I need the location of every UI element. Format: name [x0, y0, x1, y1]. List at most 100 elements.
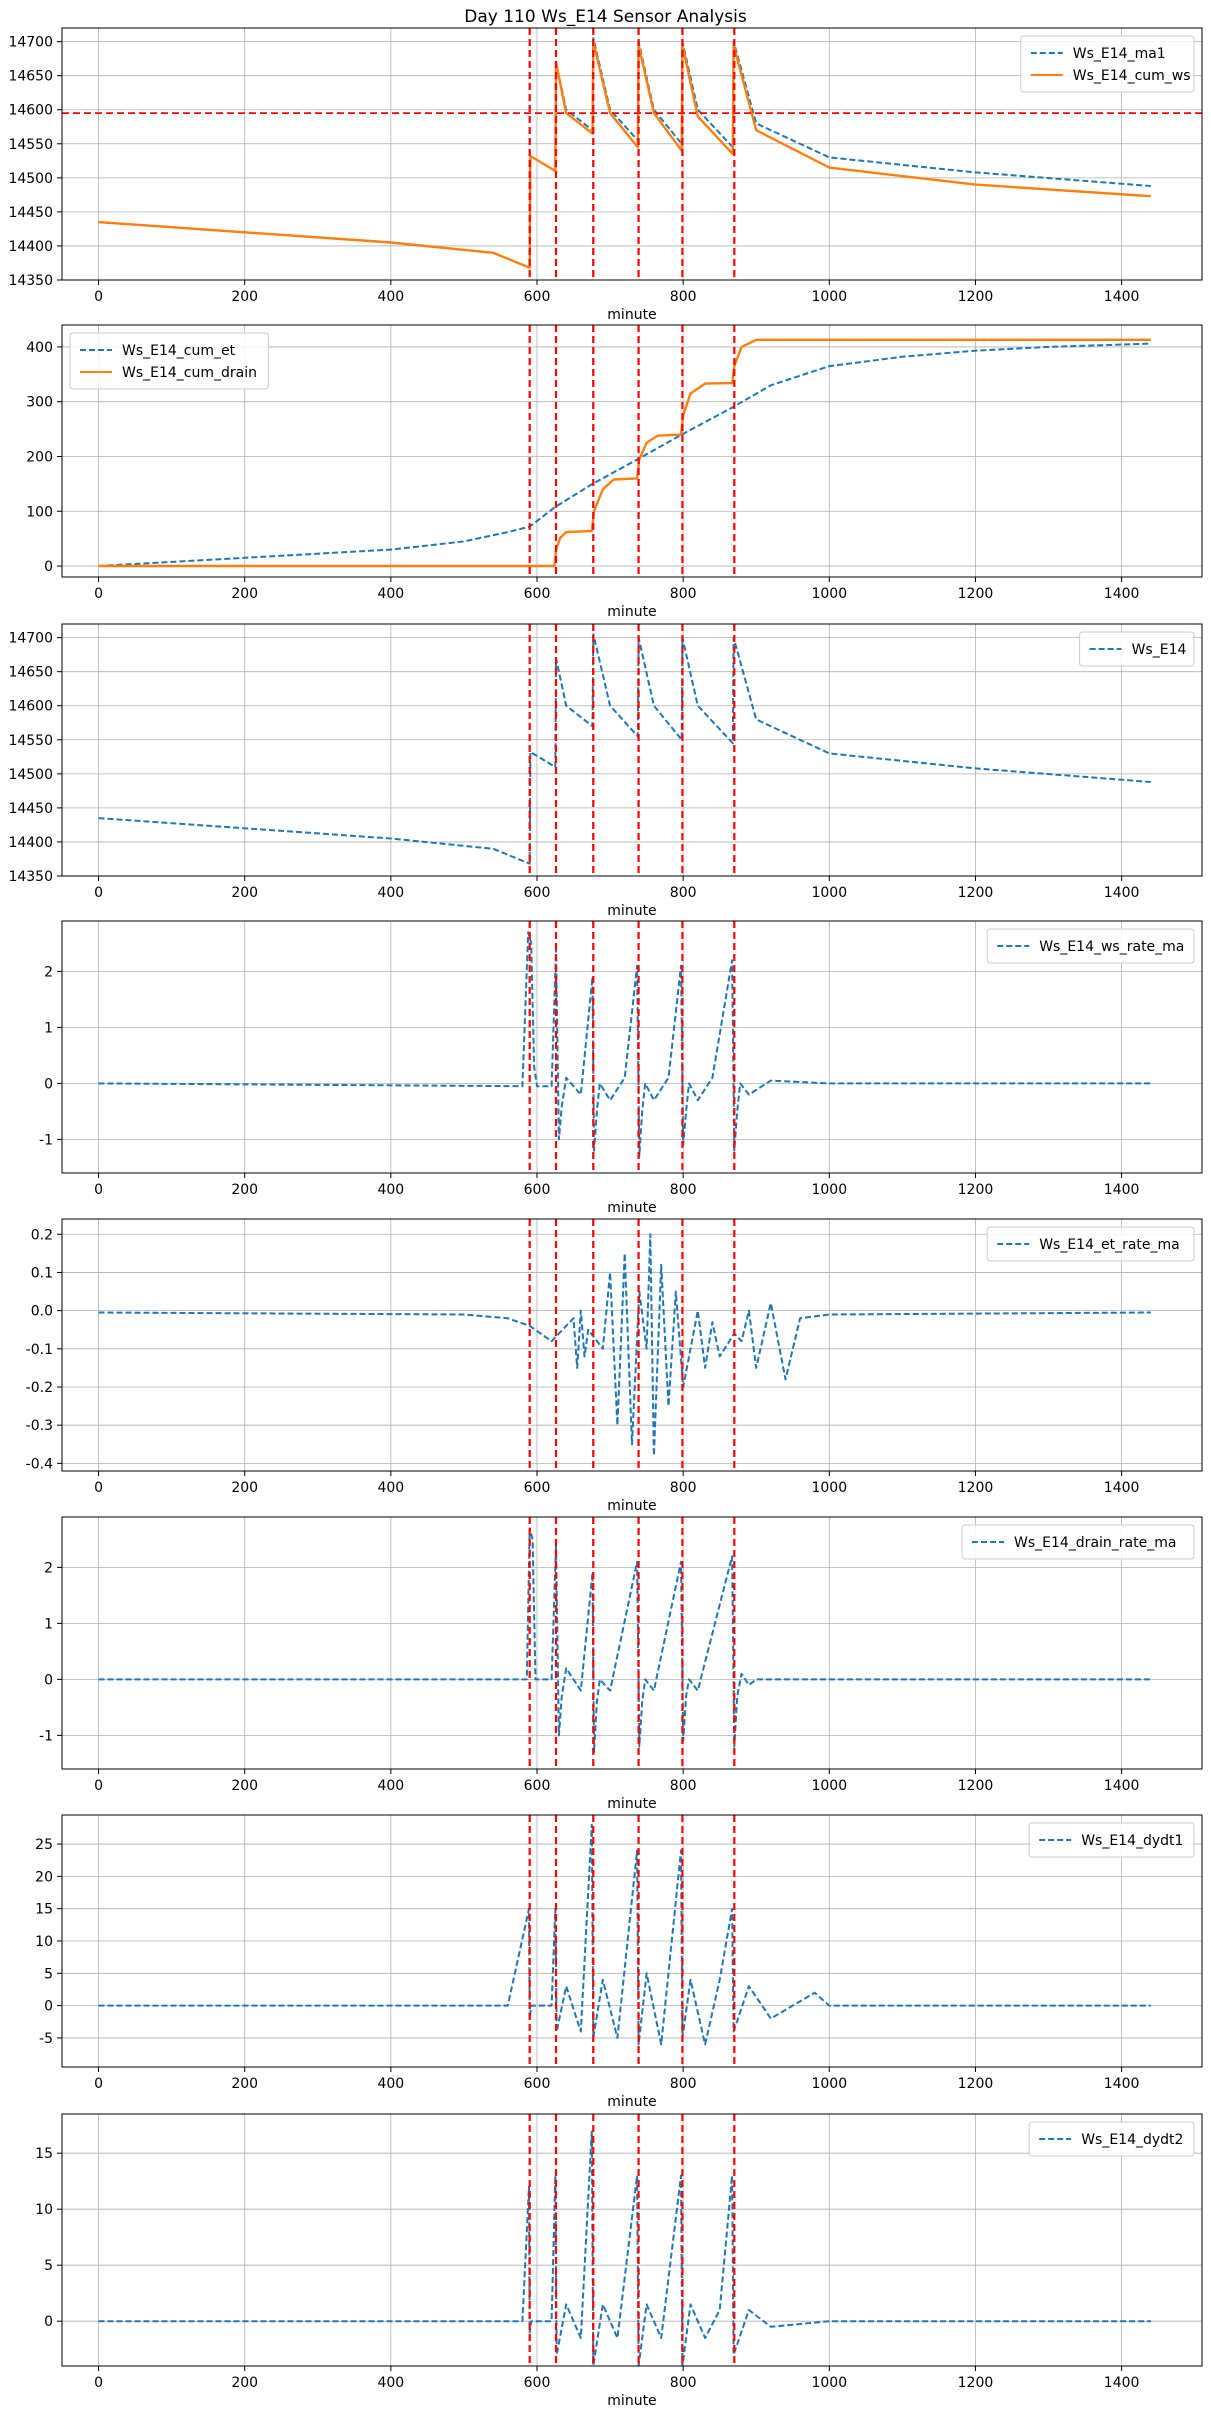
legend-label: Ws_E14_cum_ws — [1073, 68, 1191, 84]
x-tick-label: 1200 — [958, 885, 994, 901]
plot-area — [98, 1815, 1151, 2067]
x-tick-label: 1400 — [1104, 2375, 1140, 2391]
y-tick-label: 5 — [44, 1966, 53, 1982]
legend: Ws_E14_dydt2 — [1028, 2121, 1195, 2157]
x-tick-label: 1000 — [811, 1778, 847, 1794]
y-tick-label: 10 — [35, 2202, 53, 2218]
x-tick-label: 1400 — [1104, 586, 1140, 602]
x-tick-label: 600 — [524, 586, 551, 602]
y-tick-label: -0.4 — [26, 1456, 53, 1472]
subplot-3: 0 200 400 600 800 1000 1200 1400 14350 14400 14450… — [8, 623, 1203, 919]
legend: Ws_E14_cum_et Ws_E14_cum_drain — [69, 332, 269, 390]
y-tick-label: -0.2 — [26, 1380, 53, 1396]
x-tick-label: 400 — [377, 586, 404, 602]
y-tick-label: 14450 — [8, 205, 53, 221]
y-tick-label: 1 — [44, 1020, 53, 1036]
axes-frame — [61, 623, 1203, 877]
series-line-Ws_E14_et_rate_ma — [98, 1233, 1151, 1457]
axes-frame — [61, 27, 1203, 281]
figure-title: Day 110 Ws_E14 Sensor Analysis — [464, 7, 747, 27]
legend-label: Ws_E14_dydt2 — [1081, 2132, 1183, 2148]
y-tick-label: -1 — [39, 1132, 53, 1148]
plot-area — [98, 1517, 1151, 1769]
x-tick-label: 0 — [94, 1778, 103, 1794]
x-tick-label: 0 — [94, 586, 103, 602]
x-tick-label: 1200 — [958, 289, 994, 305]
y-tick-label: 14550 — [8, 733, 53, 749]
plot-area — [98, 624, 1151, 876]
x-tick-label: 200 — [231, 289, 258, 305]
y-tick-label: 25 — [35, 1837, 53, 1853]
legend: Ws_E14 — [1079, 631, 1195, 667]
x-tick-label: 600 — [524, 1182, 551, 1198]
x-tick-label: 600 — [524, 289, 551, 305]
y-tick-label: 2 — [44, 964, 53, 980]
y-tick-label: 14450 — [8, 801, 53, 817]
x-tick-label: 1000 — [811, 2375, 847, 2391]
x-tick-label: 600 — [524, 1778, 551, 1794]
legend-box — [986, 928, 1195, 964]
series-line-Ws_E14_cum_drain — [98, 338, 1151, 568]
plot-area — [98, 1219, 1151, 1471]
y-tick-label: -1 — [39, 1728, 53, 1744]
y-tick-label: -5 — [39, 2031, 53, 2047]
y-tick-label: 1 — [44, 1616, 53, 1632]
x-tick-label: 1000 — [811, 289, 847, 305]
legend-box — [986, 1226, 1195, 1262]
x-tick-label: 400 — [377, 289, 404, 305]
x-tick-label: 200 — [231, 885, 258, 901]
y-tick-label: 14600 — [8, 699, 53, 715]
x-axis-label: minute — [607, 2094, 656, 2110]
x-tick-label: 0 — [94, 289, 103, 305]
x-tick-label: 400 — [377, 2375, 404, 2391]
x-tick-label: 1400 — [1104, 1778, 1140, 1794]
x-tick-label: 600 — [524, 2375, 551, 2391]
subplot-1: 0 200 400 600 800 1000 1200 1400 14350 14400 14450… — [8, 27, 1203, 323]
series-line-Ws_E14_dydt1 — [98, 1823, 1151, 2046]
x-tick-label: 800 — [670, 1182, 697, 1198]
x-tick-label: 0 — [94, 885, 103, 901]
plot-area — [98, 921, 1151, 1173]
plot-area — [98, 2114, 1151, 2366]
x-tick-label: 800 — [670, 1480, 697, 1496]
y-tick-label: 14650 — [8, 665, 53, 681]
x-tick-label: 0 — [94, 2076, 103, 2092]
subplot-7: 0 200 400 600 800 1000 1200 1400 -5 0 5 10 15 20 25 min… — [35, 1814, 1203, 2110]
y-tick-label: 14700 — [8, 35, 53, 51]
x-tick-label: 1400 — [1104, 1182, 1140, 1198]
y-tick-label: 15 — [35, 1902, 53, 1918]
y-tick-label: 14700 — [8, 631, 53, 647]
legend: Ws_E14_et_rate_ma — [986, 1226, 1195, 1262]
y-tick-label: 14600 — [8, 103, 53, 119]
x-tick-label: 200 — [231, 2076, 258, 2092]
x-tick-label: 0 — [94, 1480, 103, 1496]
x-tick-label: 1200 — [958, 586, 994, 602]
legend-label: Ws_E14 — [1132, 642, 1187, 658]
legend-box — [961, 1524, 1195, 1560]
x-tick-label: 200 — [231, 1480, 258, 1496]
x-tick-label: 200 — [231, 586, 258, 602]
x-tick-label: 400 — [377, 885, 404, 901]
x-tick-label: 1000 — [811, 2076, 847, 2092]
x-tick-label: 1000 — [811, 1480, 847, 1496]
legend-label: Ws_E14_dydt1 — [1081, 1833, 1183, 1849]
y-tick-label: 400 — [26, 340, 53, 356]
x-tick-label: 1400 — [1104, 1480, 1140, 1496]
x-tick-label: 800 — [670, 2375, 697, 2391]
axes-frame — [61, 1218, 1203, 1472]
axes-frame — [61, 1516, 1203, 1770]
x-tick-label: 600 — [524, 1480, 551, 1496]
x-tick-label: 400 — [377, 2076, 404, 2092]
x-tick-label: 200 — [231, 1778, 258, 1794]
x-axis-label: minute — [607, 2393, 656, 2409]
y-tick-label: 200 — [26, 449, 53, 465]
x-tick-label: 400 — [377, 1182, 404, 1198]
y-tick-label: 0 — [44, 559, 53, 575]
x-tick-label: 1200 — [958, 1182, 994, 1198]
x-axis-label: minute — [607, 604, 656, 620]
legend-label: Ws_E14_et_rate_ma — [1039, 1237, 1180, 1253]
axes-frame — [61, 2113, 1203, 2367]
y-tick-label: 0 — [44, 1999, 53, 2015]
legend-box — [1079, 631, 1195, 667]
